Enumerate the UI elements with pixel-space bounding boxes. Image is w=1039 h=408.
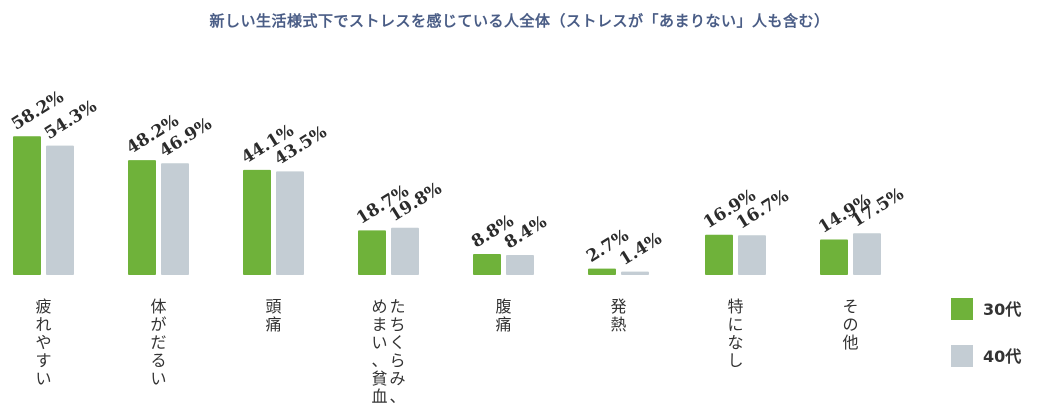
- category-label: 腹痛: [495, 297, 511, 334]
- bar-40s: [621, 271, 649, 275]
- bar-30s: [820, 239, 848, 275]
- bar-30s: [473, 254, 501, 275]
- bar-30s: [705, 234, 733, 275]
- legend-label: 40代: [983, 347, 1021, 366]
- bar-group: 2.7%1.4%発熱: [583, 226, 665, 334]
- bar-40s: [506, 254, 534, 275]
- legend-label: 30代: [983, 300, 1021, 319]
- bar-40s: [738, 235, 766, 275]
- category-label: 発熱: [610, 297, 626, 334]
- bar-30s: [358, 230, 386, 275]
- category-label: その他: [842, 297, 858, 352]
- bar-40s: [161, 163, 189, 275]
- bar-group: 18.7%19.8%たちくらみ、めまい、貧血: [353, 179, 445, 406]
- bar-group: 14.9%17.5%その他: [815, 184, 907, 352]
- category-label: めまい、貧血: [371, 297, 387, 406]
- bar-group: 16.9%16.7%特になし: [700, 185, 792, 370]
- bar-group: 48.2%46.9%体がだるい: [123, 111, 215, 388]
- legend-swatch-40s: [951, 345, 973, 367]
- bar-group: 8.8%8.4%腹痛: [468, 211, 550, 334]
- bar-40s: [46, 145, 74, 275]
- category-label: 頭痛: [265, 297, 281, 334]
- category-label: 体がだるい: [150, 297, 166, 388]
- bar-40s: [276, 171, 304, 275]
- bar-30s: [128, 160, 156, 275]
- bar-30s: [243, 169, 271, 275]
- bar-40s: [853, 233, 881, 275]
- bar-30s: [588, 268, 616, 275]
- bar-30s: [13, 136, 41, 275]
- bar-group: 58.2%54.3%疲れやすい: [8, 87, 100, 388]
- chart-title: 新しい生活様式下でストレスを感じている人全体（ストレスが「あまりない」人も含む）: [209, 12, 830, 30]
- category-label: 特になし: [727, 297, 743, 370]
- category-label: たちくらみ、: [389, 297, 405, 406]
- bar-group: 44.1%43.5%頭痛: [238, 121, 330, 334]
- legend-swatch-30s: [951, 298, 973, 320]
- bar-40s: [391, 227, 419, 275]
- category-label: 疲れやすい: [35, 297, 51, 388]
